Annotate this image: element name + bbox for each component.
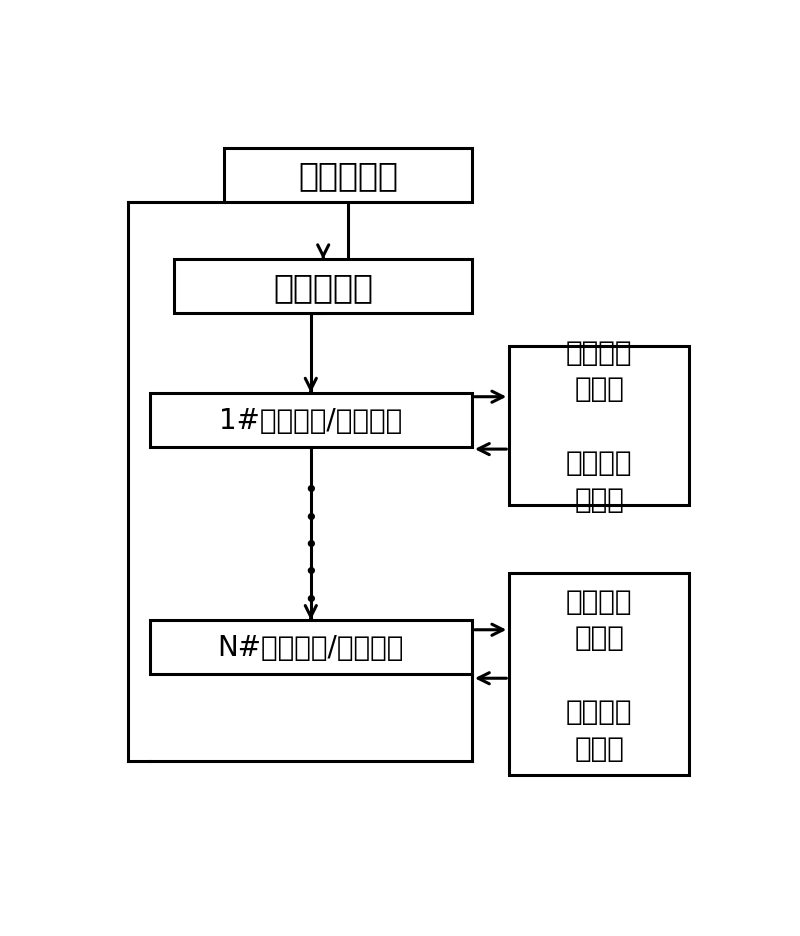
Text: 上电初始化: 上电初始化 [298, 159, 398, 192]
Text: •: • [303, 588, 318, 612]
Bar [224, 149, 472, 202]
Text: •: • [303, 561, 318, 585]
Text: •: • [303, 478, 318, 503]
Text: 主车速控制: 主车速控制 [273, 271, 373, 303]
Text: •: • [303, 534, 318, 558]
Bar [174, 260, 472, 314]
Text: 斜坡升降
子流程

负荷分配
子流程: 斜坡升降 子流程 负荷分配 子流程 [566, 587, 632, 762]
Text: 斜坡升降
子流程

负荷分配
子流程: 斜坡升降 子流程 负荷分配 子流程 [566, 338, 632, 513]
Text: 1#分部速度/负荷控制: 1#分部速度/负荷控制 [219, 406, 402, 434]
Text: N#分部速度/负荷控制: N#分部速度/负荷控制 [218, 634, 404, 662]
Bar [510, 346, 689, 505]
Bar [510, 574, 689, 775]
Text: •: • [303, 506, 318, 530]
Bar [150, 393, 472, 447]
Bar [150, 621, 472, 675]
